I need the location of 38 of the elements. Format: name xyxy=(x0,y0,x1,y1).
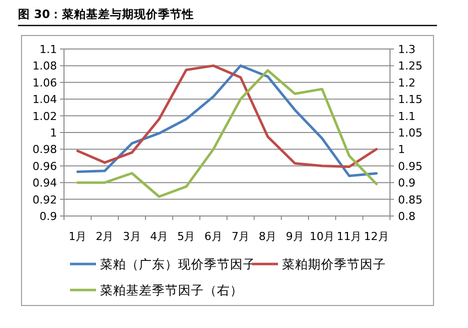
legend-label: 菜粕期价季节因子 xyxy=(282,256,386,272)
x-tick-label: 6月 xyxy=(204,230,222,243)
y-tick-label: 1 xyxy=(50,126,57,140)
y-tick-label: 1.1 xyxy=(40,43,57,56)
x-tick-label: 8月 xyxy=(258,230,277,243)
y2-tick-label: 1.1 xyxy=(398,110,416,123)
x-tick-label: 2月 xyxy=(96,230,114,243)
x-tick-label: 7月 xyxy=(232,230,250,243)
y-tick-label: 1.02 xyxy=(32,110,57,123)
legend-label: 菜粕基差季节因子（右） xyxy=(100,282,243,298)
x-tick-label: 5月 xyxy=(177,230,196,243)
x-tick-label: 10月 xyxy=(310,230,335,243)
y-tick-label: 0.96 xyxy=(32,160,57,173)
y2-tick-label: 0.95 xyxy=(398,160,422,173)
x-tick-label: 12月 xyxy=(364,230,389,243)
y2-tick-label: 0.85 xyxy=(398,193,422,206)
y-tick-label: 1.08 xyxy=(32,60,57,73)
x-tick-label: 1月 xyxy=(68,230,87,243)
x-tick-label: 11月 xyxy=(336,230,362,243)
x-tick-label: 4月 xyxy=(150,230,168,243)
line-series xyxy=(76,69,378,198)
y2-tick-label: 1.2 xyxy=(398,76,416,90)
y2-tick-label: 1.3 xyxy=(398,43,416,56)
y-tick-label: 0.9 xyxy=(40,210,57,223)
y2-tick-label: 1 xyxy=(398,143,405,156)
y-tick-label: 0.92 xyxy=(32,193,57,206)
y2-tick-label: 1.15 xyxy=(398,93,422,106)
y-tick-label: 0.98 xyxy=(32,143,57,156)
y-tick-label: 1.04 xyxy=(32,93,57,106)
y-tick-label: 0.94 xyxy=(32,176,57,190)
y2-tick-label: 1.05 xyxy=(398,126,422,140)
y2-tick-label: 0.8 xyxy=(398,210,416,223)
y-tick-label: 1.06 xyxy=(32,76,57,90)
y2-tick-label: 0.9 xyxy=(398,176,416,190)
chart-title: 图 30：菜粕基差与期现价季节性 xyxy=(18,7,194,21)
y2-tick-label: 1.25 xyxy=(398,60,422,73)
x-tick-label: 9月 xyxy=(286,230,304,243)
x-tick-label: 3月 xyxy=(122,230,141,243)
